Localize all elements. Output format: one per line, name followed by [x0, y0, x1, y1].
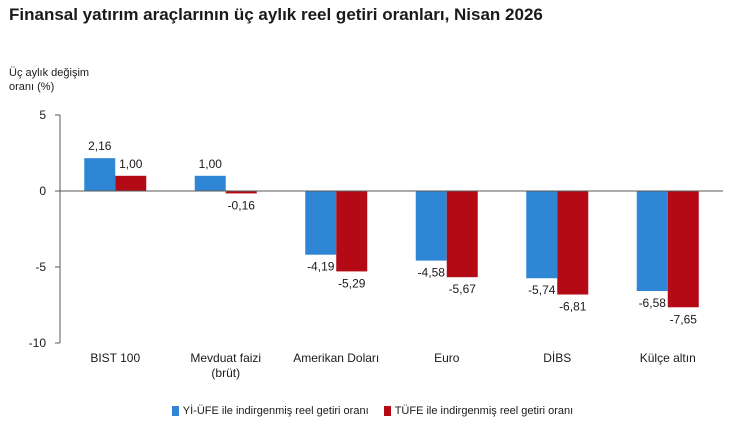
- legend-swatch-tufe: [383, 406, 391, 416]
- y-axis-label: Üç aylık değişim oranı (%): [9, 66, 89, 94]
- y-tick-label: -5: [35, 260, 46, 274]
- data-label: -6,81: [559, 300, 587, 314]
- legend: Yİ-ÜFE ile indirgenmiş reel getiri oranı…: [0, 405, 745, 419]
- bar-tufe: [225, 191, 257, 194]
- data-label: 2,16: [88, 139, 112, 153]
- legend-item-yi-ufe: Yİ-ÜFE ile indirgenmiş reel getiri oranı: [171, 405, 369, 417]
- bar-chart: 5 0 -5 -10 2,16 1,00 BIST 100 1,00 -0,16 Mevduat …: [29, 108, 723, 380]
- bar-yi-ufe: [415, 191, 447, 261]
- y-axis-label-line-1: Üç aylık değişim: [9, 67, 90, 79]
- data-label: -4,19: [307, 260, 335, 274]
- bar-yi-ufe: [526, 191, 558, 279]
- bar-yi-ufe: [84, 158, 116, 191]
- y-axis-label-line-2: oranı (%): [9, 81, 55, 93]
- legend-label-yi-ufe: Yİ-ÜFE ile indirgenmiş reel getiri oranı: [182, 405, 369, 417]
- legend-swatch-yi-ufe: [171, 406, 179, 416]
- bar-tufe: [115, 175, 147, 191]
- data-label: 1,00: [119, 157, 143, 171]
- category-label: Mevduat faizi: [190, 351, 261, 365]
- bar-tufe: [336, 191, 368, 272]
- bar-yi-ufe: [194, 175, 226, 191]
- y-tick-label: -10: [29, 336, 47, 350]
- y-tick-label: 5: [39, 108, 46, 122]
- data-label: -0,16: [228, 198, 256, 212]
- data-label: -6,58: [639, 296, 667, 310]
- bar-yi-ufe: [636, 191, 668, 292]
- data-label: -4,58: [418, 266, 446, 280]
- category-label: Amerikan Doları: [293, 351, 379, 365]
- legend-label-tufe: TÜFE ile indirgenmiş reel getiri oranı: [394, 405, 574, 417]
- y-tick-label: 0: [39, 184, 46, 198]
- bar-tufe: [557, 191, 589, 295]
- data-label: -7,65: [670, 312, 698, 326]
- data-label: 1,00: [199, 157, 223, 171]
- bar-tufe: [446, 191, 478, 278]
- data-label: -5,67: [449, 282, 477, 296]
- category-label: Külçe altın: [640, 351, 696, 365]
- bar-tufe: [667, 191, 699, 308]
- legend-item-tufe: TÜFE ile indirgenmiş reel getiri oranı: [383, 405, 574, 417]
- chart-title: Finansal yatırım araçlarının üç aylık re…: [9, 5, 543, 24]
- category-label: BIST 100: [90, 351, 140, 365]
- category-label: Euro: [434, 351, 460, 365]
- bar-yi-ufe: [305, 191, 337, 255]
- category-label: (brüt): [211, 366, 240, 380]
- data-label: -5,74: [528, 283, 556, 297]
- data-label: -5,29: [338, 276, 366, 290]
- category-label: DİBS: [543, 351, 571, 365]
